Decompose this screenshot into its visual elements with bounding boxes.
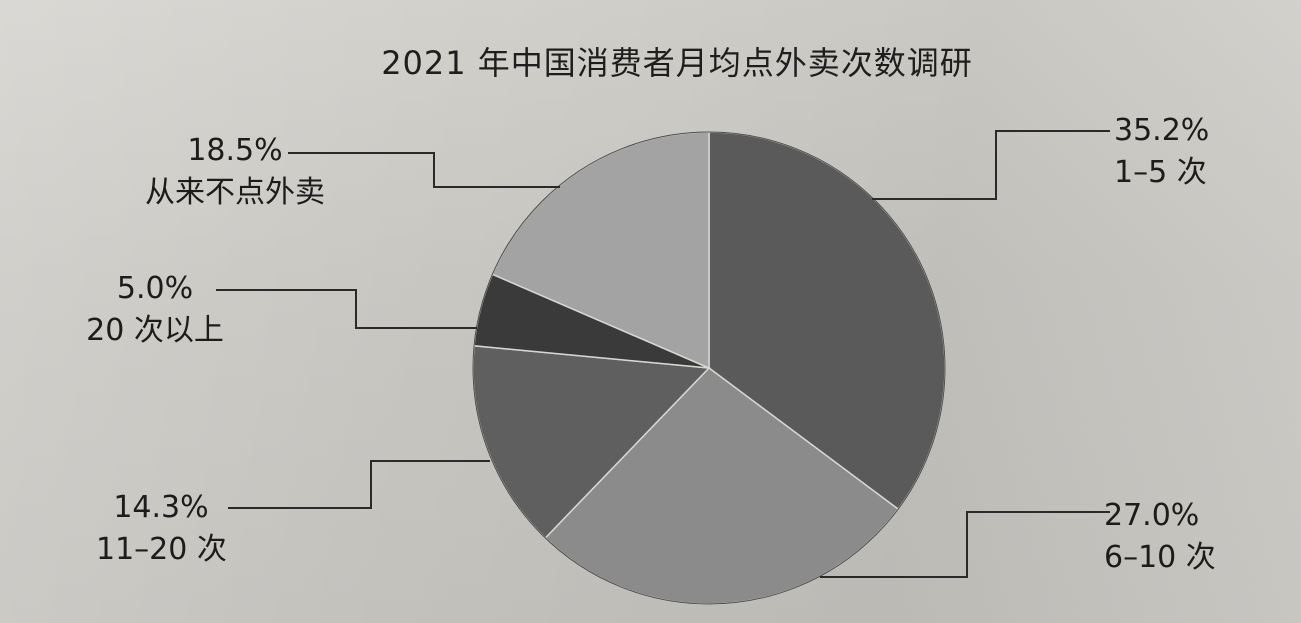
slice-category: 6–10 次 [1104,540,1216,575]
slice-category: 11–20 次 [96,532,227,567]
slice-percent: 14.3% [113,490,209,525]
slice-percent: 27.0% [1104,498,1200,533]
chart-title: 2021 年中国消费者月均点外卖次数调研 [381,44,973,82]
leader-line-11-20 [228,460,490,509]
pie-slices [472,131,946,605]
leader-lines [216,130,1110,578]
slice-percent: 18.5% [187,133,283,168]
leader-line-1-5 [872,130,1110,200]
leader-line-never [288,152,560,188]
slice-category: 1–5 次 [1114,155,1207,190]
slice-category: 从来不点外卖 [145,175,325,210]
slice-label-11-20: 14.3% 11–20 次 [96,487,227,571]
slice-category: 20 次以上 [86,313,224,348]
slice-label-6-10: 27.0% 6–10 次 [1104,495,1216,579]
slice-label-1-5: 35.2% 1–5 次 [1114,110,1209,194]
pie-outline [472,131,946,605]
slice-label-20-plus: 5.0% 20 次以上 [70,268,240,352]
slice-percent: 5.0% [116,271,194,306]
leader-line-6-10 [820,511,1110,578]
leader-line-20-plus [216,289,477,329]
slice-label-never: 18.5% 从来不点外卖 [120,130,350,214]
slice-percent: 35.2% [1114,113,1210,148]
